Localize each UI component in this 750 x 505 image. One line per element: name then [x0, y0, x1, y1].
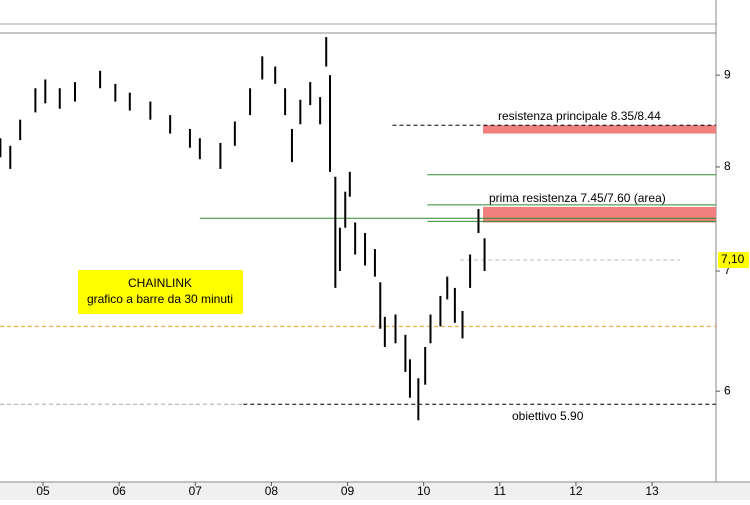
y-tick-label: 8: [724, 159, 731, 173]
annotation: obiettivo 5.90: [512, 409, 584, 423]
last-price-box: [718, 251, 749, 268]
title-box: [78, 270, 243, 314]
x-tick-label: 08: [265, 484, 279, 498]
x-tick-label: 11: [494, 484, 507, 498]
subtitle: grafico a barre da 30 minuti: [87, 292, 233, 306]
resistance-band: [483, 206, 716, 223]
x-tick-label: 07: [189, 484, 203, 498]
plot: [0, 37, 716, 421]
x-tick-label: 09: [341, 484, 355, 498]
annotation: prima resistenza 7.45/7.60 (area): [489, 191, 666, 205]
title: CHAINLINK: [128, 276, 192, 290]
x-axis-band: [0, 482, 750, 500]
y-tick-label: 6: [724, 383, 731, 397]
annotation: resistenza principale 8.35/8.44: [498, 109, 661, 123]
x-tick-label: 10: [417, 484, 431, 498]
resistance-band: [483, 125, 716, 134]
x-tick-label: 06: [112, 484, 126, 498]
x-tick-label: 13: [645, 484, 659, 498]
y-tick-label: 9: [724, 67, 731, 81]
x-tick-label: 05: [36, 484, 50, 498]
x-tick-label: 12: [569, 484, 583, 498]
last-price-label: 7,10: [721, 252, 745, 266]
y-tick-label: 7: [724, 263, 731, 277]
